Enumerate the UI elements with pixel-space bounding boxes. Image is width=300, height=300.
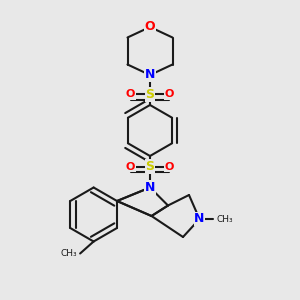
Text: S: S: [146, 160, 154, 173]
Text: CH₃: CH₃: [61, 249, 77, 258]
Text: N: N: [145, 68, 155, 82]
Text: O: O: [126, 89, 135, 100]
Text: N: N: [145, 181, 155, 194]
Text: S: S: [146, 88, 154, 101]
Text: O: O: [165, 89, 174, 100]
Text: O: O: [165, 161, 174, 172]
Text: O: O: [145, 20, 155, 34]
Text: O: O: [126, 161, 135, 172]
Text: N: N: [194, 212, 205, 226]
Text: CH₃: CH₃: [216, 214, 232, 224]
